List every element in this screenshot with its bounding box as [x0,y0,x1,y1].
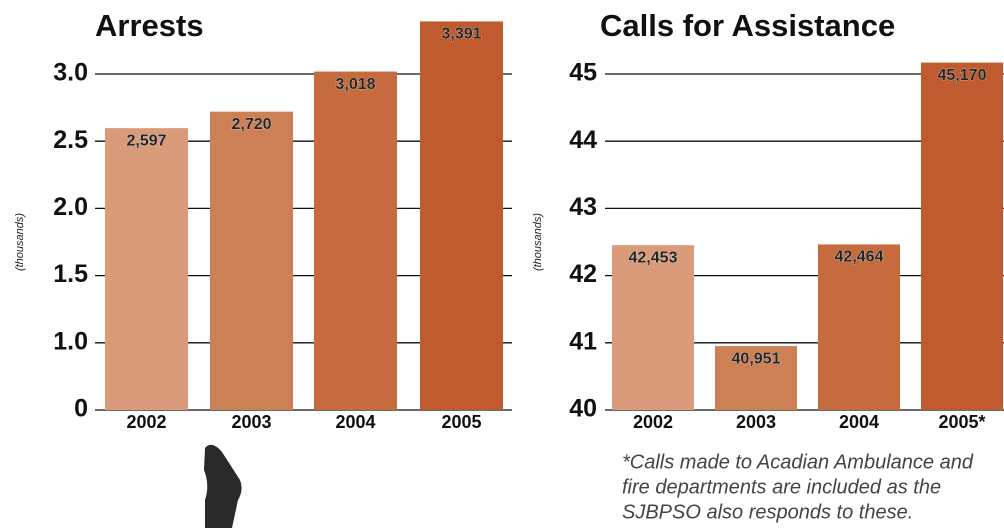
chart-title: Arrests [95,8,204,43]
x-tick-label: 2004 [335,412,375,432]
x-tick-label: 2003 [231,412,271,432]
y-tick-label: 45 [569,59,597,87]
x-tick-label: 2003 [736,412,776,432]
bar [715,346,797,410]
value-label: 3,018 [335,76,375,93]
bar [210,111,293,411]
x-tick-label: 2002 [633,412,673,432]
value-label: 3,391 [441,26,481,43]
bar [105,128,188,410]
y-axis-label: (thousands) [532,213,544,271]
chart-title: Calls for Assistance [600,8,895,43]
y-tick-label: 40 [569,395,597,423]
footnote: SJBPSO also responds to these. [622,501,913,523]
bar [818,244,900,410]
y-axis-label: (thousands) [14,213,26,271]
y-tick-label: 3.0 [53,59,88,87]
value-label: 42,464 [835,249,884,266]
decoration [204,444,242,528]
y-tick-label: 41 [569,327,597,355]
x-tick-label: 2005 [441,412,481,432]
x-tick-label: 2004 [839,412,879,432]
value-label: 2,720 [231,116,271,133]
bar [420,21,503,411]
y-tick-label: 1.0 [53,327,88,355]
value-label: 42,453 [629,249,678,266]
x-tick-label: 2002 [126,412,166,432]
bar [921,62,1003,411]
bar [314,71,397,410]
y-tick-label: 42 [569,260,597,288]
footnote: fire departments are included as the [622,476,941,498]
y-tick-label: 0 [74,395,88,423]
y-tick-label: 43 [569,193,597,221]
value-label: 45,170 [938,67,987,84]
y-tick-label: 2.0 [53,193,88,221]
y-tick-label: 44 [569,126,597,154]
value-label: 2,597 [126,132,166,149]
bar [612,245,694,410]
y-tick-label: 2.5 [53,126,88,154]
footnote: *Calls made to Acadian Ambulance and [622,451,974,473]
value-label: 40,951 [732,350,781,367]
y-tick-label: 1.5 [53,260,88,288]
x-tick-label: 2005* [938,412,985,432]
